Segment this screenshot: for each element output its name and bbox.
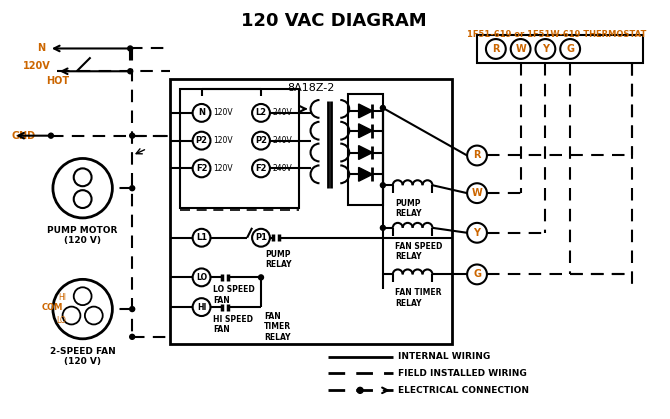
Polygon shape bbox=[358, 145, 373, 160]
Text: L2: L2 bbox=[255, 109, 267, 117]
Circle shape bbox=[560, 39, 580, 59]
Polygon shape bbox=[358, 124, 373, 138]
Text: 120 VAC DIAGRAM: 120 VAC DIAGRAM bbox=[241, 12, 426, 30]
Text: FAN TIMER
RELAY: FAN TIMER RELAY bbox=[395, 288, 442, 308]
Circle shape bbox=[252, 104, 270, 122]
Text: HI SPEED
FAN: HI SPEED FAN bbox=[214, 315, 253, 334]
Text: R: R bbox=[473, 150, 481, 160]
Text: GND: GND bbox=[11, 131, 36, 141]
Circle shape bbox=[74, 287, 92, 305]
Text: N: N bbox=[37, 44, 45, 54]
Text: F2: F2 bbox=[255, 164, 267, 173]
Text: 240V: 240V bbox=[273, 164, 293, 173]
Circle shape bbox=[467, 223, 487, 243]
Circle shape bbox=[467, 145, 487, 166]
Circle shape bbox=[252, 229, 270, 247]
Circle shape bbox=[74, 190, 92, 208]
Bar bbox=[477, 35, 643, 63]
Circle shape bbox=[252, 132, 270, 150]
Circle shape bbox=[130, 186, 135, 191]
Text: FAN
TIMER
RELAY: FAN TIMER RELAY bbox=[264, 312, 291, 342]
Circle shape bbox=[48, 133, 54, 138]
Text: 120V: 120V bbox=[214, 164, 233, 173]
Text: W: W bbox=[472, 188, 482, 198]
Text: PUMP
RELAY: PUMP RELAY bbox=[265, 250, 291, 269]
Text: FAN SPEED
RELAY: FAN SPEED RELAY bbox=[395, 242, 442, 261]
Text: HOT: HOT bbox=[46, 76, 69, 86]
Circle shape bbox=[467, 264, 487, 285]
Circle shape bbox=[259, 275, 263, 280]
Circle shape bbox=[486, 39, 506, 59]
Text: Y: Y bbox=[474, 228, 480, 238]
Text: INTERNAL WIRING: INTERNAL WIRING bbox=[398, 352, 490, 361]
Circle shape bbox=[381, 225, 385, 230]
Text: G: G bbox=[566, 44, 574, 54]
Circle shape bbox=[193, 269, 210, 286]
Text: HI: HI bbox=[197, 303, 206, 312]
Text: HI: HI bbox=[58, 293, 66, 302]
Bar bbox=[170, 79, 452, 344]
Text: P1: P1 bbox=[255, 233, 267, 242]
Circle shape bbox=[130, 334, 135, 339]
Circle shape bbox=[193, 229, 210, 247]
Text: W: W bbox=[515, 44, 526, 54]
Circle shape bbox=[535, 39, 555, 59]
Circle shape bbox=[193, 298, 210, 316]
Circle shape bbox=[357, 388, 363, 393]
Text: P2: P2 bbox=[196, 136, 208, 145]
Bar bbox=[180, 89, 299, 208]
Circle shape bbox=[74, 168, 92, 186]
Circle shape bbox=[381, 106, 385, 111]
Text: P2: P2 bbox=[255, 136, 267, 145]
Bar bbox=[348, 94, 383, 205]
Text: F2: F2 bbox=[196, 164, 207, 173]
Circle shape bbox=[193, 104, 210, 122]
Text: Y: Y bbox=[542, 44, 549, 54]
Text: 120V: 120V bbox=[23, 61, 51, 71]
Polygon shape bbox=[358, 167, 373, 181]
Text: 120V: 120V bbox=[214, 109, 233, 117]
Circle shape bbox=[128, 69, 133, 74]
Circle shape bbox=[62, 307, 80, 324]
Circle shape bbox=[85, 307, 103, 324]
Text: 120V: 120V bbox=[214, 136, 233, 145]
Circle shape bbox=[193, 160, 210, 177]
Text: 8A18Z-2: 8A18Z-2 bbox=[287, 83, 334, 93]
Text: 1F51-619 or 1F51W-619 THERMOSTAT: 1F51-619 or 1F51W-619 THERMOSTAT bbox=[466, 30, 646, 39]
Text: 2-SPEED FAN
(120 V): 2-SPEED FAN (120 V) bbox=[50, 347, 115, 366]
Circle shape bbox=[511, 39, 531, 59]
Circle shape bbox=[130, 307, 135, 312]
Text: LO: LO bbox=[56, 316, 66, 326]
Text: LO SPEED
FAN: LO SPEED FAN bbox=[214, 285, 255, 305]
Polygon shape bbox=[358, 104, 373, 118]
Text: LO: LO bbox=[196, 273, 207, 282]
Circle shape bbox=[53, 158, 113, 218]
Circle shape bbox=[381, 183, 385, 188]
Text: COM: COM bbox=[42, 303, 63, 312]
Text: 240V: 240V bbox=[273, 109, 293, 117]
Circle shape bbox=[130, 133, 135, 138]
Text: G: G bbox=[473, 269, 481, 279]
Circle shape bbox=[128, 46, 133, 51]
Text: R: R bbox=[492, 44, 500, 54]
Circle shape bbox=[252, 160, 270, 177]
Text: PUMP MOTOR
(120 V): PUMP MOTOR (120 V) bbox=[48, 226, 118, 245]
Circle shape bbox=[53, 279, 113, 339]
Circle shape bbox=[193, 132, 210, 150]
Text: PUMP
RELAY: PUMP RELAY bbox=[395, 199, 421, 218]
Text: ELECTRICAL CONNECTION: ELECTRICAL CONNECTION bbox=[398, 386, 529, 395]
Text: 240V: 240V bbox=[273, 136, 293, 145]
Text: L1: L1 bbox=[196, 233, 207, 242]
Text: N: N bbox=[198, 109, 205, 117]
Text: FIELD INSTALLED WIRING: FIELD INSTALLED WIRING bbox=[398, 369, 527, 378]
Circle shape bbox=[467, 183, 487, 203]
